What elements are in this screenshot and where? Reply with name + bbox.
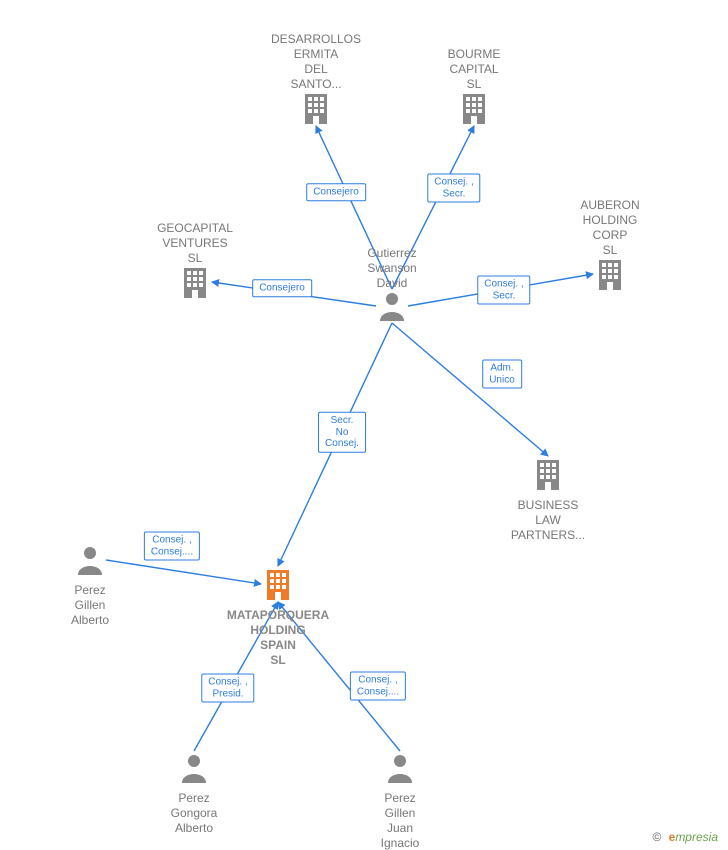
building-icon — [533, 458, 563, 494]
node-label: MATAPORQUERA HOLDING SPAIN SL — [213, 608, 343, 668]
edge-label: Consej. , Secr. — [427, 174, 480, 203]
person-icon — [76, 545, 104, 579]
edge-line — [106, 560, 261, 584]
node-label: Gutierrez Swanson David — [327, 246, 457, 291]
building-icon — [301, 92, 331, 128]
edge-label: Consej. , Consej.... — [144, 532, 200, 561]
edge-label: Consej. , Secr. — [477, 276, 530, 305]
node-label: GEOCAPITAL VENTURES SL — [130, 221, 260, 266]
building-icon — [180, 266, 210, 302]
edge-line — [278, 323, 392, 566]
node-label: Perez Gillen Juan Ignacio — [335, 791, 465, 850]
edge-line — [392, 323, 548, 456]
node-label: BUSINESS LAW PARTNERS... — [483, 498, 613, 543]
edge-label: Adm. Unico — [482, 360, 522, 389]
edge-label: Consejero — [306, 183, 366, 201]
edge-label: Consej. , Presid. — [201, 674, 254, 703]
edge-label: Consej. , Consej.... — [350, 672, 406, 701]
edge-label: Consejero — [252, 279, 312, 297]
building-icon — [595, 258, 625, 294]
edge-label: Secr. No Consej. — [318, 412, 366, 453]
person-icon — [180, 753, 208, 787]
person-icon — [378, 291, 406, 325]
person-icon — [386, 753, 414, 787]
brand-rest: mpresia — [675, 830, 718, 844]
copyright-symbol: © — [652, 830, 661, 844]
node-label: Perez Gongora Alberto — [129, 791, 259, 836]
node-label: DESARROLLOS ERMITA DEL SANTO... — [251, 32, 381, 92]
building-icon — [263, 568, 293, 604]
node-label: BOURME CAPITAL SL — [409, 47, 539, 92]
building-icon — [459, 92, 489, 128]
node-label: Perez Gillen Alberto — [25, 583, 155, 628]
node-label: AUBERON HOLDING CORP SL — [545, 198, 675, 258]
watermark: © empresia — [652, 830, 718, 844]
